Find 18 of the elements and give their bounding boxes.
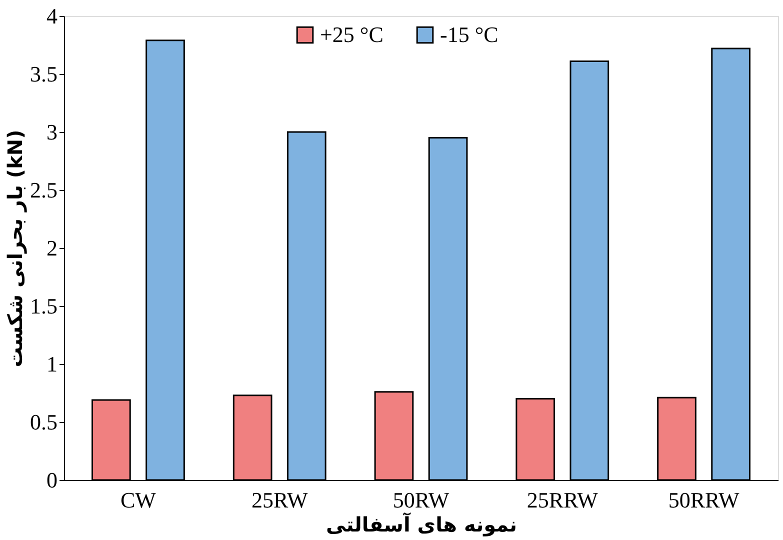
x-tick-label: 50RW xyxy=(392,488,450,512)
legend-label: +25 °C xyxy=(320,22,384,47)
y-tick-label: 2.5 xyxy=(30,178,58,202)
legend-label: -15 °C xyxy=(440,22,498,47)
x-axis-title: نمونه های آسفالتی xyxy=(326,512,518,536)
y-tick-label: 0 xyxy=(46,468,58,492)
y-tick-label: 1.5 xyxy=(30,294,58,318)
x-tick-label: 25RRW xyxy=(526,488,598,512)
y-tick-label: 2 xyxy=(46,236,58,260)
x-tick-label: CW xyxy=(120,488,156,512)
y-tick-label: 4 xyxy=(46,4,58,28)
y-tick-label: 1 xyxy=(46,352,58,376)
y-tick-label: 0.5 xyxy=(30,410,58,434)
y-axis-title: بار بحرانی شکست (kN) xyxy=(3,130,27,368)
y-tick-label: 3 xyxy=(46,120,58,144)
y-tick-label: 3.5 xyxy=(30,62,58,86)
x-tick-label: 50RRW xyxy=(668,488,740,512)
x-tick-label: 25RW xyxy=(251,488,308,512)
